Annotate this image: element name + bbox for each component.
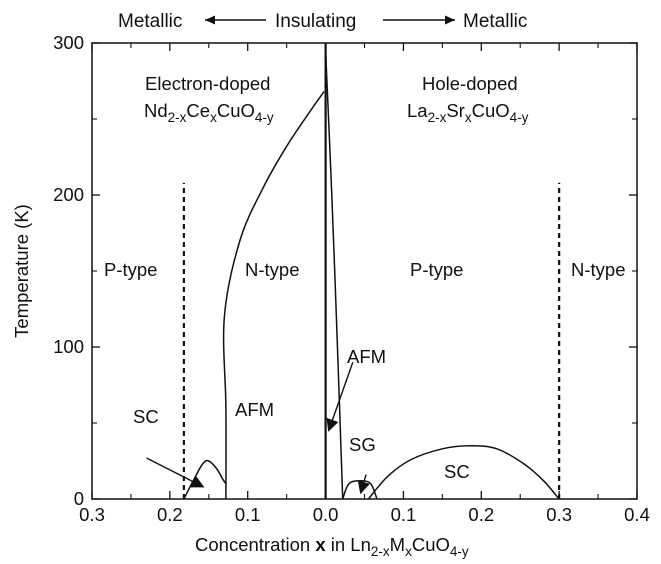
arrow-metallic-right-icon	[383, 15, 455, 25]
top-label-metallic-right: Metallic	[463, 11, 527, 32]
phase-boundaries	[146, 43, 561, 500]
x-tick-label: 0.3	[79, 504, 105, 525]
curve-hole-sc-dome	[367, 445, 560, 500]
y-tick-label: 0	[74, 488, 84, 509]
x-tick-label: 0.2	[157, 504, 183, 525]
y-tick-label: 300	[53, 32, 84, 53]
region-n-type-right: N-type	[571, 259, 626, 280]
arrow-metallic-left-icon	[205, 15, 266, 25]
x-tick-label: 0.0	[313, 504, 339, 525]
x-tick-label: 0.1	[235, 504, 261, 525]
x-tick-label: 0.1	[391, 504, 417, 525]
electron-doped-title: Electron-doped	[145, 73, 270, 94]
top-label-insulating: Insulating	[275, 11, 356, 32]
curve-sg-dome	[341, 480, 378, 500]
region-p-type-right: P-type	[410, 259, 463, 280]
y-tick-label: 200	[53, 184, 84, 205]
x-tick-label: 0.2	[468, 504, 494, 525]
region-afm-right: AFM	[347, 346, 386, 367]
hole-doped-formula: La2-xSrxCuO4-y	[407, 100, 529, 125]
region-sc-right: SC	[444, 461, 470, 482]
x-tick-label: 0.3	[546, 504, 572, 525]
region-afm-left: AFM	[235, 399, 274, 420]
top-label-metallic-left: Metallic	[118, 11, 182, 32]
region-sc-left: SC	[133, 406, 159, 427]
y-tick-label: 100	[53, 336, 84, 357]
hole-doped-title: Hole-doped	[422, 73, 518, 94]
region-sg: SG	[349, 434, 376, 455]
afm-right-arrow-icon	[326, 361, 354, 432]
curve-hole-afm-boundary	[324, 50, 344, 500]
y-axis-label: Temperature (K)	[11, 204, 32, 338]
region-n-type-mid: N-type	[245, 259, 300, 280]
x-axis-label: Concentration x in Ln2-xMxCuO4-y	[195, 534, 469, 559]
sc-left-arrow-icon	[146, 457, 205, 488]
curve-electron-afm-boundary	[222, 91, 325, 500]
sg-arrow-icon	[357, 474, 370, 495]
x-tick-label: 0.4	[624, 504, 650, 525]
region-p-type-left: P-type	[104, 259, 157, 280]
axis-ticks: 0.3 0.2 0.1 0.0 0.1 0.2 0.3 0.4 0 100 200 300	[53, 32, 650, 525]
electron-doped-formula: Nd2-xCexCuO4-y	[144, 100, 274, 125]
